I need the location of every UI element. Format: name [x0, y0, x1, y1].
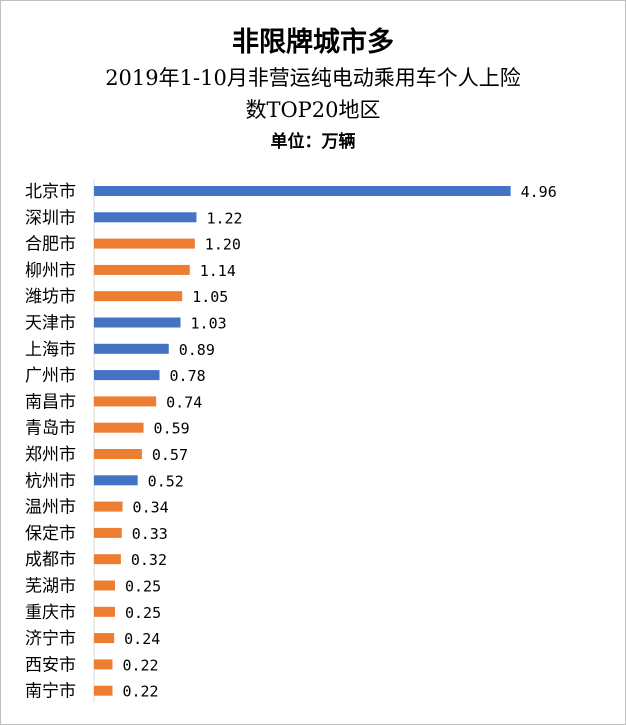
data-label: 0.34	[133, 499, 169, 517]
category-tick-label: 济宁市	[25, 629, 76, 649]
category-tick-label: 深圳市	[25, 208, 76, 228]
bar	[94, 580, 115, 591]
data-label: 0.89	[179, 341, 215, 359]
bar	[94, 396, 157, 407]
category-tick-label: 保定市	[25, 524, 76, 544]
bar	[94, 238, 195, 249]
category-tick-label: 成都市	[25, 550, 76, 570]
category-tick-label: 合肥市	[25, 235, 76, 255]
category-tick-label: 温州市	[25, 498, 76, 518]
data-label: 0.57	[152, 446, 188, 464]
bar	[94, 475, 138, 486]
bar	[94, 554, 121, 565]
data-label: 0.74	[166, 393, 202, 411]
category-tick-label: 重庆市	[25, 603, 76, 623]
bar	[94, 449, 142, 459]
bar	[94, 685, 113, 696]
data-label: 1.14	[200, 262, 236, 280]
data-label: 1.05	[192, 288, 228, 306]
bar	[94, 606, 115, 617]
bar	[94, 422, 144, 433]
category-tick-label: 南昌市	[25, 392, 76, 412]
data-label: 0.59	[154, 420, 190, 438]
bar	[94, 633, 115, 644]
chart-unit-label: 单位：万辆	[270, 132, 356, 152]
chart-subtitle-line1: 2019年1-10月非营运纯电动乘用车个人上险	[105, 66, 521, 90]
bar	[94, 527, 122, 538]
bar	[94, 659, 113, 670]
category-tick-label: 上海市	[25, 340, 76, 360]
category-tick-label: 天津市	[25, 314, 76, 334]
data-label: 0.24	[124, 630, 160, 648]
bar	[94, 370, 160, 381]
bar	[94, 317, 181, 328]
category-tick-label: 芜湖市	[25, 577, 76, 597]
category-tick-label: 柳州市	[25, 261, 76, 281]
data-label: 0.78	[170, 367, 206, 385]
data-label: 4.96	[521, 183, 557, 201]
data-label: 0.52	[148, 472, 184, 490]
category-tick-label: 杭州市	[25, 471, 76, 491]
category-tick-label: 西安市	[25, 655, 76, 675]
bar	[94, 264, 190, 275]
bar	[94, 186, 511, 196]
data-label: 0.22	[122, 683, 158, 701]
category-tick-label: 潍坊市	[25, 287, 76, 307]
data-label: 0.25	[125, 604, 161, 622]
bar	[94, 291, 183, 302]
bar	[94, 212, 197, 223]
data-label: 0.22	[122, 656, 158, 674]
category-tick-label: 郑州市	[25, 445, 76, 465]
data-label: 1.22	[206, 209, 242, 227]
data-label: 0.32	[131, 551, 167, 569]
category-tick-label: 广州市	[25, 366, 76, 386]
bar	[94, 501, 123, 512]
bar	[94, 343, 169, 354]
category-tick-label: 北京市	[25, 182, 76, 202]
chart-title: 非限牌城市多	[232, 27, 394, 58]
data-label: 1.20	[205, 236, 241, 254]
data-label: 0.33	[132, 525, 168, 543]
category-tick-label: 南宁市	[25, 682, 76, 702]
data-label: 1.03	[191, 315, 227, 333]
category-tick-label: 青岛市	[25, 419, 76, 439]
data-label: 0.25	[125, 578, 161, 596]
chart-subtitle-line2: 数TOP20地区	[245, 98, 381, 122]
